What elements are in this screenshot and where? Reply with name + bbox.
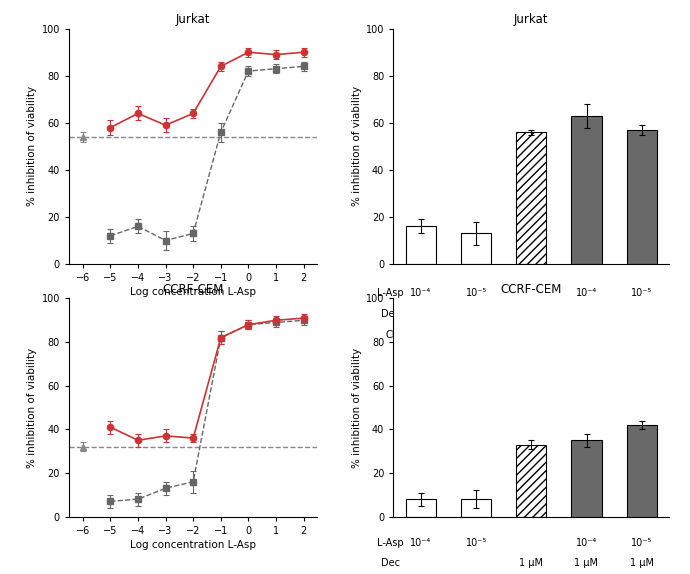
Bar [406, 226, 436, 264]
Y-axis label: % inhibition of viability: % inhibition of viability [28, 347, 37, 468]
Text: 10⁻⁵: 10⁻⁵ [631, 288, 652, 297]
Text: CI: CI [386, 330, 395, 340]
Y-axis label: % inhibition of viability: % inhibition of viability [352, 347, 362, 468]
Text: 10⁻⁵: 10⁻⁵ [631, 538, 652, 548]
Text: 10⁻⁴: 10⁻⁴ [411, 538, 431, 548]
Title: Jurkat: Jurkat [176, 13, 210, 26]
Title: CCRF-CEM: CCRF-CEM [501, 283, 562, 296]
Bar [627, 425, 657, 517]
Bar [461, 234, 491, 264]
Text: 10⁻⁴: 10⁻⁴ [411, 288, 431, 297]
Text: 1 μM: 1 μM [575, 558, 598, 568]
Text: 1 μM: 1 μM [520, 309, 543, 319]
Text: L-Asp: L-Asp [377, 288, 404, 297]
Title: Jurkat: Jurkat [514, 13, 549, 26]
Text: Dec: Dec [381, 309, 400, 319]
Bar [461, 499, 491, 517]
Text: 1 μM: 1 μM [630, 558, 653, 568]
X-axis label: Log concentration L-Asp: Log concentration L-Asp [130, 287, 256, 297]
Bar [516, 132, 546, 264]
X-axis label: Log concentration L-Asp: Log concentration L-Asp [130, 540, 256, 550]
Text: Dec: Dec [381, 558, 400, 568]
Legend: L-Asp, Decitabine 1 μM, L-ASP+DEC 1 μM: L-Asp, Decitabine 1 μM, L-ASP+DEC 1 μM [74, 320, 299, 350]
Text: 10⁻⁴: 10⁻⁴ [576, 538, 597, 548]
Text: 10⁻⁴: 10⁻⁴ [576, 288, 597, 297]
Text: 1: 1 [639, 330, 644, 340]
Bar [571, 440, 602, 517]
Text: 1 μM: 1 μM [520, 558, 543, 568]
Text: 1 μM: 1 μM [630, 309, 653, 319]
Title: CCRF-CEM: CCRF-CEM [163, 283, 224, 296]
Y-axis label: % inhibition of viability: % inhibition of viability [28, 86, 37, 207]
Text: 10⁻⁵: 10⁻⁵ [466, 538, 486, 548]
Text: 10⁻⁵: 10⁻⁵ [466, 288, 486, 297]
Text: 1 μM: 1 μM [575, 309, 598, 319]
Text: L-Asp: L-Asp [377, 538, 404, 548]
Bar [406, 499, 436, 517]
Bar [627, 130, 657, 264]
Y-axis label: % inhibition of viability: % inhibition of viability [352, 86, 362, 207]
Bar [571, 116, 602, 264]
Bar [516, 445, 546, 517]
Text: 1.1: 1.1 [579, 330, 594, 340]
